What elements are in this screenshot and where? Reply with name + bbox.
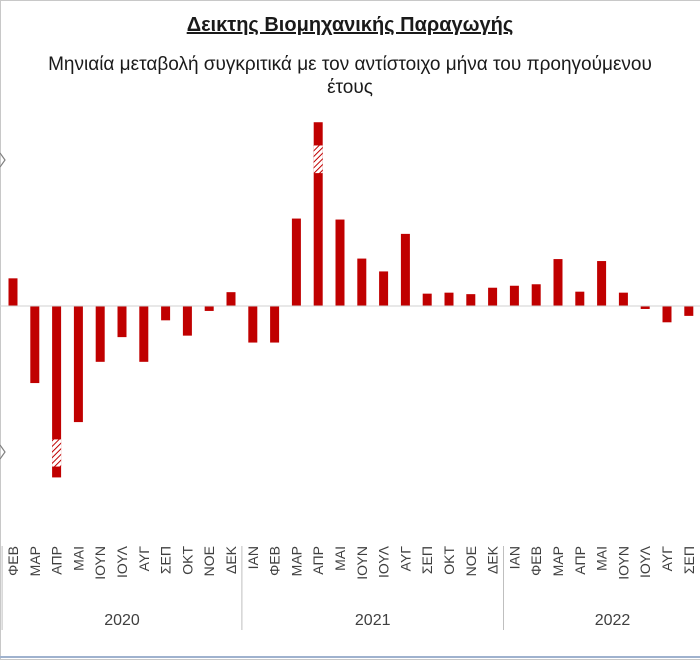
x-tick-label: ΑΥΓ [397, 546, 413, 572]
x-tick-label: ΟΚΤ [441, 546, 457, 575]
bar [313, 122, 323, 307]
bar [422, 293, 432, 306]
bar [248, 306, 258, 343]
x-tick-label: ΙΟΥΛ [637, 545, 653, 578]
chart-subtitle: Μηνιαία μεταβολή συγκριτικά με τον αντίσ… [48, 54, 652, 98]
bar [52, 306, 62, 478]
bar [466, 294, 476, 306]
x-tick-label: ΙΟΥΝ [354, 546, 370, 580]
bar [139, 306, 149, 362]
x-tick-label: ΜΑΡ [27, 546, 43, 576]
bottom-border [0, 656, 700, 658]
year-label: 2022 [595, 612, 631, 629]
axis-tick-mark [0, 152, 6, 168]
x-tick-label: ΦΕΒ [528, 546, 544, 576]
bar [204, 306, 214, 311]
bar [684, 306, 694, 316]
x-tick-label: ΝΟΕ [201, 546, 217, 576]
x-tick-label: ΔΕΚ [485, 545, 501, 574]
x-tick-label: ΜΑΙ [70, 546, 86, 571]
bar [117, 306, 127, 338]
bar [30, 306, 40, 384]
bar [8, 278, 18, 306]
x-tick-label: ΣΕΠ [158, 546, 174, 574]
x-tick-label: ΜΑΙ [332, 546, 348, 571]
bar [95, 306, 105, 362]
year-label: 2021 [355, 612, 391, 629]
x-tick-label: ΑΠΡ [310, 546, 326, 575]
bar [270, 306, 280, 343]
bar [444, 292, 454, 306]
bar [509, 285, 519, 306]
bar [400, 233, 410, 306]
x-tick-label: ΜΑΙ [594, 546, 610, 571]
x-tick-label: ΙΟΥΝ [92, 546, 108, 580]
bar [640, 306, 650, 309]
bar [182, 306, 192, 336]
x-tick-label: ΔΕΚ [223, 545, 239, 574]
x-tick-label: ΦΕΒ [267, 546, 283, 576]
bar [335, 219, 345, 306]
axis-tick-mark [0, 444, 6, 460]
x-tick-label: ΑΥΓ [136, 546, 152, 572]
x-tick-label: ΜΑΡ [550, 546, 566, 576]
bar [291, 218, 301, 306]
x-tick-label: ΑΠΡ [572, 546, 588, 575]
bar [618, 292, 628, 306]
bar-hatched-segment [313, 145, 323, 174]
year-label: 2020 [104, 612, 140, 629]
bar [597, 261, 607, 306]
bar [575, 291, 585, 306]
x-tick-label: ΣΕΠ [419, 546, 435, 574]
bar-hatched-segment [52, 439, 62, 467]
x-tick-label: ΟΚΤ [179, 546, 195, 575]
bar [379, 271, 389, 306]
chart-title: Δεικτης Βιομηχανικής Παραγωγής [186, 14, 514, 36]
bar [161, 306, 171, 321]
x-tick-label: ΑΥΓ [659, 546, 675, 572]
bar [531, 284, 541, 306]
x-tick-label: ΜΑΡ [288, 546, 304, 576]
x-tick-label: ΙΑΝ [506, 546, 522, 569]
bar [553, 259, 563, 306]
x-tick-label: ΑΠΡ [49, 546, 65, 575]
x-tick-label: ΝΟΕ [463, 546, 479, 576]
x-tick-label: ΙΟΥΝ [615, 546, 631, 580]
x-tick-label: ΙΑΝ [245, 546, 261, 569]
bar [357, 258, 367, 306]
x-tick-label: ΦΕΒ [5, 546, 21, 576]
x-tick-label: ΙΟΥΛ [376, 545, 392, 578]
bar [73, 306, 83, 423]
x-tick-label: ΣΕΠ [681, 546, 697, 574]
bar [226, 292, 236, 306]
x-tick-label: ΙΟΥΛ [114, 545, 130, 578]
bar [488, 287, 498, 306]
bar [662, 306, 672, 323]
